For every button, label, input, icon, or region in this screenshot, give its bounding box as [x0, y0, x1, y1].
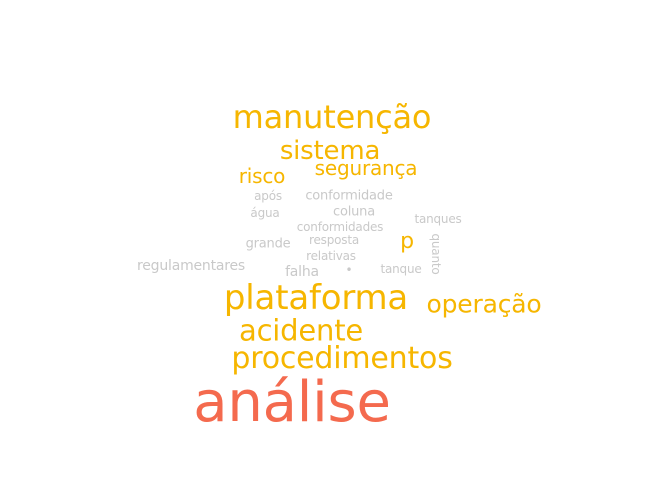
word-procedimentos: procedimentos	[231, 341, 453, 376]
word-acidente: acidente	[238, 313, 364, 348]
word-agua: água	[250, 206, 280, 220]
word-manutencao: manutenção	[232, 98, 432, 136]
word-seguranca: segurança	[314, 156, 418, 180]
word-falha: falha	[285, 264, 319, 280]
word-operacao: operação	[426, 289, 542, 319]
word-grande: grande	[245, 236, 291, 252]
word-risco: risco	[238, 164, 286, 188]
word-sistema: sistema	[279, 136, 381, 166]
word-tanque: tanque	[380, 262, 422, 276]
word-regulamentares: regulamentares	[136, 258, 246, 274]
word-p: p	[400, 229, 414, 254]
word-conformidade: conformidade	[305, 188, 393, 204]
word-plataforma: plataforma	[223, 278, 409, 318]
word-resposta: resposta	[309, 233, 359, 247]
word-quanto: quanto	[429, 233, 443, 275]
word-analise: análise	[193, 370, 391, 435]
word-conformidades: conformidades	[296, 220, 384, 234]
word-bullet: •	[345, 263, 353, 277]
word-relativas: relativas	[306, 249, 356, 263]
word-tanques: tanques	[414, 212, 462, 226]
word-apos: após	[254, 189, 282, 203]
word-coluna: coluna	[333, 204, 375, 220]
